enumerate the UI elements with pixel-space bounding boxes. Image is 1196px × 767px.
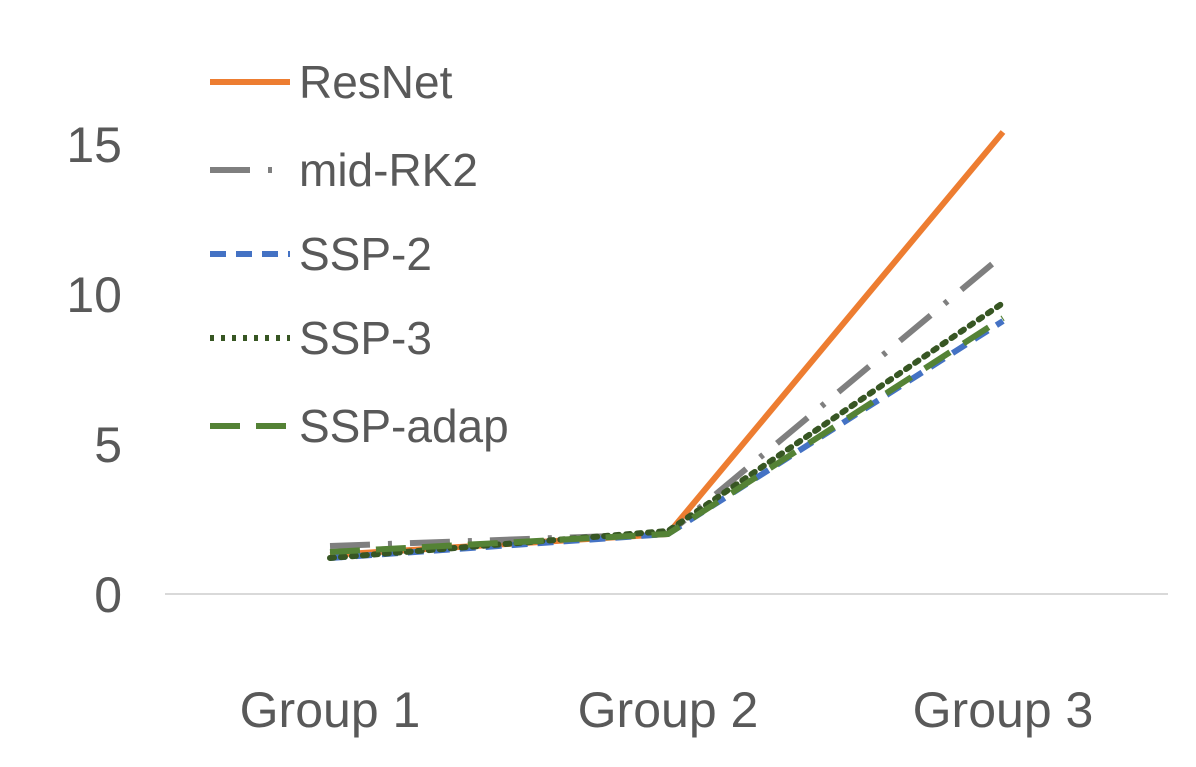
legend-label: SSP-adap xyxy=(299,400,509,452)
legend-label: mid-RK2 xyxy=(299,144,478,196)
series-lines xyxy=(327,130,1006,561)
x-tick-label: Group 3 xyxy=(913,682,1094,738)
x-tick-label: Group 2 xyxy=(578,682,759,738)
y-tick-label: 0 xyxy=(94,567,122,623)
y-tick-label: 5 xyxy=(94,417,122,473)
y-tick-label: 15 xyxy=(66,117,122,173)
x-axis-ticks: Group 1 Group 2 Group 3 xyxy=(240,682,1094,738)
legend-label: ResNet xyxy=(299,56,453,108)
legend: ResNet mid-RK2 SSP-2 SSP-3 SSP-adap xyxy=(210,56,509,452)
series-line-ssp-adap xyxy=(329,315,1005,555)
legend-label: SSP-3 xyxy=(299,312,432,364)
y-axis-ticks: 0 5 10 15 xyxy=(66,117,122,623)
legend-label: SSP-2 xyxy=(299,228,432,280)
y-tick-label: 10 xyxy=(66,267,122,323)
x-tick-label: Group 1 xyxy=(240,682,421,738)
